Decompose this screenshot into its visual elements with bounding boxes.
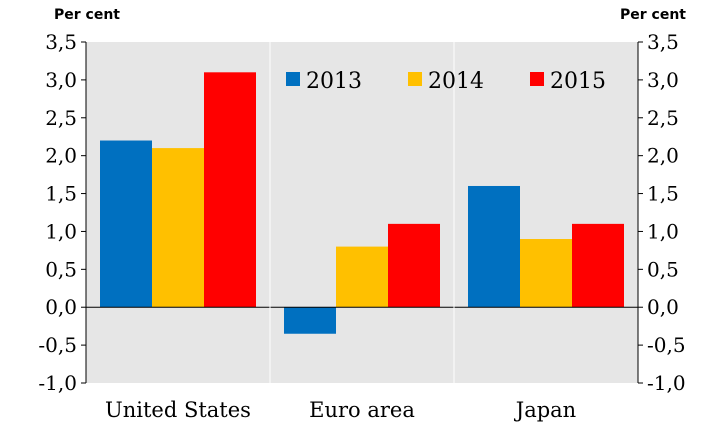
y-tick-label-right: -0,5 (647, 333, 686, 357)
x-category-label: United States (105, 398, 251, 422)
bars (100, 72, 624, 334)
right-unit-label: Per cent (620, 7, 686, 23)
bar-2015-united-states (204, 72, 256, 308)
bar-2013-japan (468, 185, 520, 308)
legend-label-2013: 2013 (306, 69, 362, 94)
y-tick-label-right: 3,5 (647, 30, 679, 54)
legend-swatch-2013 (286, 72, 300, 86)
y-tick-label-left: -1,0 (38, 371, 77, 395)
legend-swatch-2015 (530, 72, 544, 86)
legend-label-2014: 2014 (428, 69, 484, 94)
y-tick-label-right: 0,5 (647, 257, 679, 281)
x-category-label: Euro area (309, 398, 415, 422)
y-tick-label-left: 0,0 (45, 295, 77, 319)
y-tick-label-left: 2,5 (45, 106, 77, 130)
y-tick-label-right: -1,0 (647, 371, 686, 395)
y-tick-label-left: 3,0 (45, 68, 77, 92)
y-tick-label-left: 1,0 (45, 219, 77, 243)
bar-2014-euro-area (336, 246, 388, 308)
legend-label-2015: 2015 (550, 69, 606, 94)
y-tick-label-left: 3,5 (45, 30, 77, 54)
y-tick-label-right: 0,0 (647, 295, 679, 319)
bar-2014-united-states (152, 148, 204, 308)
y-tick-label-right: 1,5 (647, 182, 679, 206)
y-tick-label-left: 1,5 (45, 182, 77, 206)
y-tick-label-right: 2,5 (647, 106, 679, 130)
category-separators (269, 42, 455, 383)
category-labels: United States Euro area Japan (105, 398, 576, 422)
y-tick-label-right: 2,0 (647, 144, 679, 168)
y-tick-label-left: -0,5 (38, 333, 77, 357)
bar-2013-united-states (100, 140, 152, 308)
y-tick-label-left: 2,0 (45, 144, 77, 168)
y-tick-label-right: 3,0 (647, 68, 679, 92)
y-tick-label-left: 0,5 (45, 257, 77, 281)
legend-swatch-2014 (408, 72, 422, 86)
bar-2013-euro-area (284, 307, 336, 334)
right-axis-ticks: 3,5 3,0 2,5 2,0 1,5 1,0 0,5 0,0 -0,5 -1,0 (638, 30, 686, 395)
x-category-label: Japan (514, 398, 576, 422)
bar-2014-japan (520, 239, 572, 308)
bar-2015-japan (572, 223, 624, 308)
y-tick-label-right: 1,0 (647, 219, 679, 243)
bar-2015-euro-area (388, 223, 440, 308)
left-axis-ticks: 3,5 3,0 2,5 2,0 1,5 1,0 0,5 0,0 -0,5 -1,0 (38, 30, 86, 395)
legend: 2013 2014 2015 (286, 69, 606, 94)
left-unit-label: Per cent (54, 7, 120, 23)
